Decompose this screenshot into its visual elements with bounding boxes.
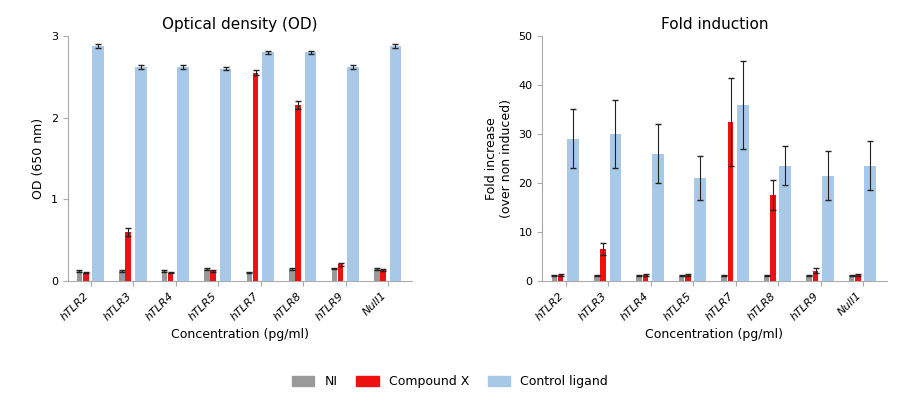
Bar <box>92 46 104 281</box>
Bar <box>119 271 124 281</box>
Bar <box>770 195 776 281</box>
Bar <box>83 273 88 281</box>
Bar <box>728 122 733 281</box>
Bar <box>204 269 210 281</box>
Bar <box>177 67 189 281</box>
Bar <box>289 269 294 281</box>
Bar <box>864 166 877 281</box>
Bar <box>338 264 344 281</box>
Bar <box>685 275 691 281</box>
Bar <box>295 105 301 281</box>
Y-axis label: Fold increase
(over non induced): Fold increase (over non induced) <box>485 99 513 218</box>
Bar <box>552 276 557 281</box>
Legend: NI, Compound X, Control ligand: NI, Compound X, Control ligand <box>290 373 610 391</box>
Bar <box>594 276 599 281</box>
Bar <box>135 67 147 281</box>
Bar <box>162 271 167 281</box>
Bar <box>567 139 579 281</box>
Bar <box>636 276 642 281</box>
X-axis label: Concentration (pg/ml): Concentration (pg/ml) <box>171 328 309 341</box>
Bar <box>211 271 216 281</box>
Bar <box>813 271 818 281</box>
Bar <box>609 134 621 281</box>
X-axis label: Concentration (pg/ml): Concentration (pg/ml) <box>645 328 783 341</box>
Bar <box>855 275 860 281</box>
Bar <box>253 73 258 281</box>
Bar <box>643 275 648 281</box>
Bar <box>390 46 401 281</box>
Bar <box>806 276 812 281</box>
Title: Fold induction: Fold induction <box>661 17 769 32</box>
Bar <box>331 269 338 281</box>
Bar <box>76 271 82 281</box>
Bar <box>374 269 380 281</box>
Bar <box>822 176 833 281</box>
Bar <box>779 166 791 281</box>
Title: Optical density (OD): Optical density (OD) <box>162 17 318 32</box>
Bar <box>247 273 252 281</box>
Bar <box>679 276 685 281</box>
Bar <box>558 275 563 281</box>
Bar <box>764 276 770 281</box>
Y-axis label: OD (650 nm): OD (650 nm) <box>32 118 45 199</box>
Bar <box>168 273 174 281</box>
Bar <box>220 69 231 281</box>
Bar <box>722 276 727 281</box>
Bar <box>737 105 749 281</box>
Bar <box>381 270 386 281</box>
Bar <box>262 53 274 281</box>
Bar <box>347 67 359 281</box>
Bar <box>125 232 131 281</box>
Bar <box>600 249 606 281</box>
Bar <box>849 276 854 281</box>
Bar <box>695 178 707 281</box>
Bar <box>652 154 664 281</box>
Bar <box>304 53 317 281</box>
